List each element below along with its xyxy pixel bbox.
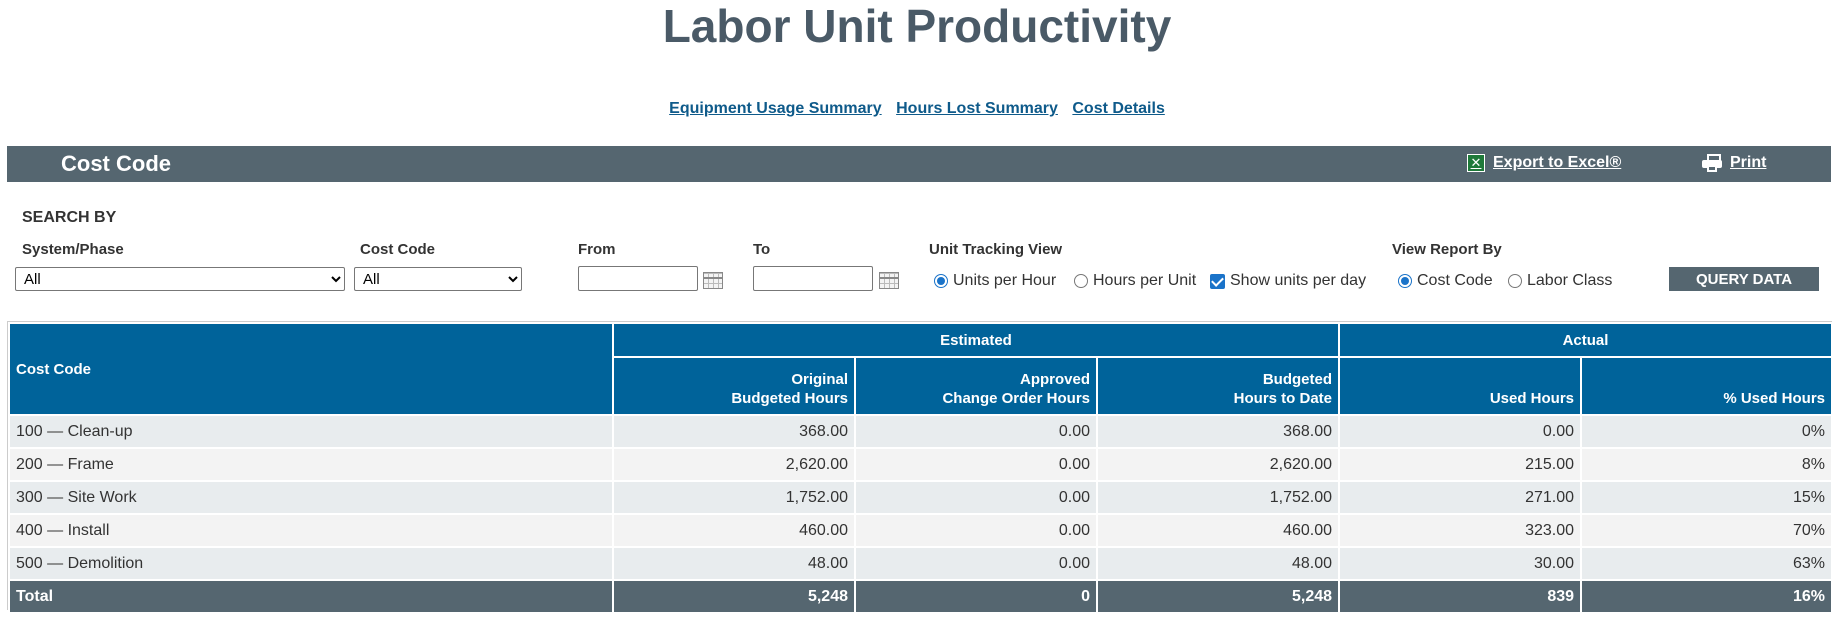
- view-labor-class-option[interactable]: Labor Class: [1508, 272, 1612, 290]
- cost-code-select[interactable]: All: [354, 267, 522, 291]
- printer-icon: [1702, 154, 1722, 172]
- col-header-original-budgeted-hours: Original Budgeted Hours: [612, 356, 856, 416]
- from-date-input[interactable]: [578, 266, 698, 291]
- to-date-input[interactable]: [753, 266, 873, 291]
- link-equipment-usage-summary[interactable]: Equipment Usage Summary: [669, 100, 882, 117]
- page-title: Labor Unit Productivity: [662, 0, 1172, 52]
- link-cost-details[interactable]: Cost Details: [1072, 100, 1165, 117]
- table-row: 400 — Install 460.00 0.00 460.00 323.00 70%: [8, 513, 1834, 548]
- col-header-cost-code: Cost Code: [8, 322, 614, 416]
- col-header-pct-used-hours: % Used Hours: [1580, 356, 1834, 416]
- to-calendar-icon[interactable]: [879, 272, 899, 289]
- hours-per-unit-option[interactable]: Hours per Unit: [1074, 272, 1196, 290]
- view-cost-code-option[interactable]: Cost Code: [1398, 272, 1493, 290]
- group-header-actual: Actual: [1338, 322, 1834, 358]
- hours-per-unit-radio[interactable]: [1074, 274, 1088, 288]
- table-row: 500 — Demolition 48.00 0.00 48.00 30.00 63%: [8, 546, 1834, 581]
- show-units-per-day-option[interactable]: Show units per day: [1210, 272, 1366, 290]
- section-title: Cost Code: [61, 151, 171, 176]
- export-excel-button[interactable]: ✕ Export to Excel®: [1467, 154, 1621, 172]
- export-excel-label: Export to Excel®: [1493, 154, 1622, 171]
- cost-code-label: Cost Code: [360, 241, 435, 258]
- cost-code-table: Cost Code Estimated Actual Original Budge…: [8, 322, 1834, 614]
- group-header-estimated: Estimated: [611, 322, 1341, 358]
- col-header-approved-change-order-hours: Approved Change Order Hours: [854, 356, 1098, 416]
- system-phase-select[interactable]: All: [15, 267, 345, 291]
- view-labor-class-radio[interactable]: [1508, 274, 1522, 288]
- print-button[interactable]: Print: [1702, 154, 1766, 172]
- print-label: Print: [1730, 154, 1767, 171]
- col-header-budgeted-hours-to-date: Budgeted Hours to Date: [1095, 356, 1341, 416]
- to-label: To: [753, 241, 771, 258]
- section-header: Cost Code ✕ Export to Excel® Print: [7, 146, 1831, 182]
- query-data-button[interactable]: QUERY DATA: [1669, 267, 1819, 291]
- link-hours-lost-summary[interactable]: Hours Lost Summary: [896, 100, 1058, 117]
- units-per-hour-radio[interactable]: [934, 274, 948, 288]
- table-row: 200 — Frame 2,620.00 0.00 2,620.00 215.00 8%: [8, 447, 1834, 482]
- view-report-by-label: View Report By: [1392, 241, 1502, 258]
- units-per-hour-option[interactable]: Units per Hour: [934, 272, 1056, 290]
- nav-links: Equipment Usage Summary Hours Lost Summa…: [0, 100, 1834, 118]
- show-units-per-day-checkbox[interactable]: [1210, 273, 1225, 289]
- excel-icon: ✕: [1467, 154, 1485, 172]
- system-phase-label: System/Phase: [22, 241, 124, 258]
- view-cost-code-radio[interactable]: [1398, 274, 1412, 288]
- table-row: 100 — Clean-up 368.00 0.00 368.00 0.00 0%: [8, 414, 1834, 449]
- col-header-used-hours: Used Hours: [1338, 356, 1583, 416]
- from-label: From: [578, 241, 616, 258]
- unit-tracking-label: Unit Tracking View: [929, 241, 1063, 258]
- search-by-heading: SEARCH BY: [22, 209, 117, 226]
- from-calendar-icon[interactable]: [703, 272, 723, 289]
- table-row: 300 — Site Work 1,752.00 0.00 1,752.00 271.0…: [8, 480, 1834, 515]
- total-row: Total 5,248 0 5,248 839 16%: [8, 579, 1834, 614]
